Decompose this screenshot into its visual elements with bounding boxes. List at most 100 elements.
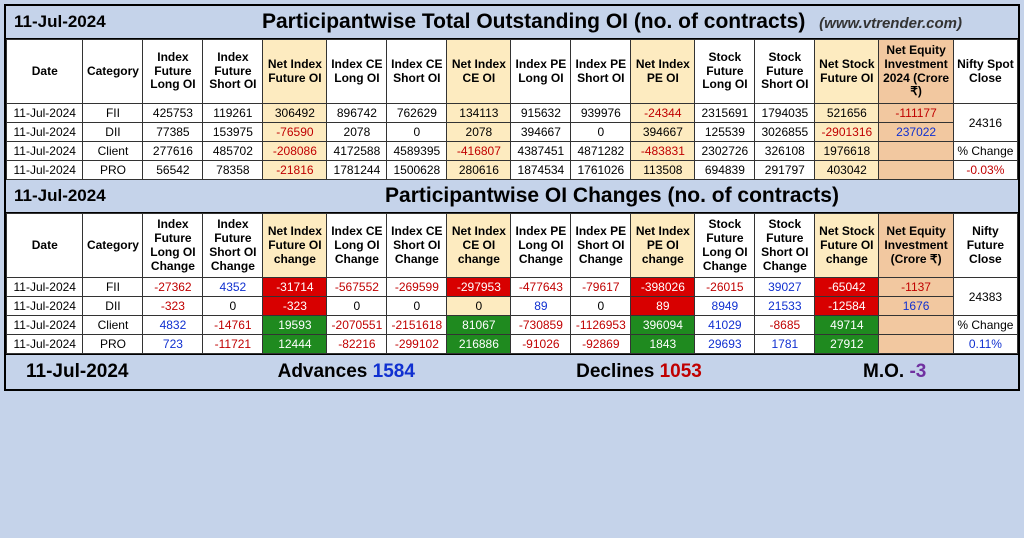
cell: 11-Jul-2024	[7, 316, 83, 335]
h2-nif: Net Index Future OI change	[263, 214, 327, 278]
cell: 694839	[695, 161, 755, 180]
cell: 485702	[203, 142, 263, 161]
h-ipelong: Index PE Long OI	[511, 40, 571, 104]
cell: -8685	[755, 316, 815, 335]
cell: 0	[387, 123, 447, 142]
table1-header-row: Date Category Index Future Long OI Index…	[7, 40, 1018, 104]
cell: 394667	[631, 123, 695, 142]
cell: 1676	[879, 297, 953, 316]
cell: 1761026	[571, 161, 631, 180]
cell: 4172588	[327, 142, 387, 161]
advances-block: Advances 1584	[278, 361, 415, 383]
h2-close: Nifty Future Close	[953, 214, 1017, 278]
cell: 3026855	[755, 123, 815, 142]
cell: 280616	[447, 161, 511, 180]
title2-main: Participantwise OI Changes (no. of contr…	[214, 184, 1010, 208]
h2-iflong: Index Future Long OI Change	[143, 214, 203, 278]
cell: -11721	[203, 335, 263, 354]
cell: -299102	[387, 335, 447, 354]
cell: 11-Jul-2024	[7, 104, 83, 123]
cell: 939976	[571, 104, 631, 123]
cell: 326108	[755, 142, 815, 161]
h-inv: Net Equity Investment 2024 (Crore ₹)	[879, 40, 953, 104]
h-sflong: Stock Future Long OI	[695, 40, 755, 104]
cell: 2078	[327, 123, 387, 142]
declines-value: 1053	[660, 361, 702, 382]
cell: 394667	[511, 123, 571, 142]
cell: % Change	[953, 316, 1017, 335]
cell: 237022	[879, 123, 953, 142]
cell: 396094	[631, 316, 695, 335]
cell: 4871282	[571, 142, 631, 161]
cell: 81067	[447, 316, 511, 335]
cell: 153975	[203, 123, 263, 142]
cell: 4832	[143, 316, 203, 335]
cell: 41029	[695, 316, 755, 335]
cell: 521656	[815, 104, 879, 123]
cell: -297953	[447, 278, 511, 297]
h-nsf: Net Stock Future OI	[815, 40, 879, 104]
cell: -31714	[263, 278, 327, 297]
cell: 24316	[953, 104, 1017, 142]
table-row: 11-Jul-2024DII77385153975-76590207802078…	[7, 123, 1018, 142]
cell: 4352	[203, 278, 263, 297]
cell: -24344	[631, 104, 695, 123]
cell	[879, 142, 953, 161]
cell: % Change	[953, 142, 1017, 161]
cell: 0	[571, 123, 631, 142]
title1-site: (www.vtrender.com)	[819, 15, 962, 32]
cell: -730859	[511, 316, 571, 335]
cell: 21533	[755, 297, 815, 316]
title1-main: Participantwise Total Outstanding OI (no…	[214, 10, 1010, 34]
cell: 0.11%	[953, 335, 1017, 354]
table-row: 11-Jul-2024Client4832-1476119593-2070551…	[7, 316, 1018, 335]
cell: 77385	[143, 123, 203, 142]
cell: 8949	[695, 297, 755, 316]
cell: 19593	[263, 316, 327, 335]
table-row: 11-Jul-2024FII-273624352-31714-567552-26…	[7, 278, 1018, 297]
cell: PRO	[83, 161, 143, 180]
h-iceshort: Index CE Short OI	[387, 40, 447, 104]
table-row: 11-Jul-2024PRO723-1172112444-82216-29910…	[7, 335, 1018, 354]
mo-value: -3	[909, 361, 926, 382]
cell: 27912	[815, 335, 879, 354]
table-row: 11-Jul-2024FII42575311926130649289674276…	[7, 104, 1018, 123]
oi-changes-table: Date Category Index Future Long OI Chang…	[6, 213, 1018, 354]
cell: -398026	[631, 278, 695, 297]
cell	[879, 316, 953, 335]
h-nice: Net Index CE OI	[447, 40, 511, 104]
cell: 1500628	[387, 161, 447, 180]
cell: 425753	[143, 104, 203, 123]
cell: -2151618	[387, 316, 447, 335]
cell: -76590	[263, 123, 327, 142]
h2-category: Category	[83, 214, 143, 278]
cell: 0	[447, 297, 511, 316]
h2-ipeshort: Index PE Short OI Change	[571, 214, 631, 278]
cell: 113508	[631, 161, 695, 180]
cell: 1843	[631, 335, 695, 354]
mo-block: M.O. -3	[863, 361, 926, 383]
cell: -323	[263, 297, 327, 316]
cell: 11-Jul-2024	[7, 161, 83, 180]
h2-iceshort: Index CE Short OI Change	[387, 214, 447, 278]
report-container: 11-Jul-2024 Participantwise Total Outsta…	[4, 4, 1020, 391]
cell: -14761	[203, 316, 263, 335]
h2-icelong: Index CE Long OI Change	[327, 214, 387, 278]
cell: Client	[83, 316, 143, 335]
cell: DII	[83, 297, 143, 316]
cell: -416807	[447, 142, 511, 161]
cell: FII	[83, 278, 143, 297]
cell: -1137	[879, 278, 953, 297]
title-row-1: 11-Jul-2024 Participantwise Total Outsta…	[6, 6, 1018, 39]
h2-inv: Net Equity Investment (Crore ₹)	[879, 214, 953, 278]
declines-block: Declines 1053	[576, 361, 702, 383]
cell	[879, 335, 953, 354]
table2-header-row: Date Category Index Future Long OI Chang…	[7, 214, 1018, 278]
cell: 277616	[143, 142, 203, 161]
cell: -92869	[571, 335, 631, 354]
cell: -269599	[387, 278, 447, 297]
h-ipeshort: Index PE Short OI	[571, 40, 631, 104]
cell: 11-Jul-2024	[7, 123, 83, 142]
cell: 915632	[511, 104, 571, 123]
cell: 0	[327, 297, 387, 316]
